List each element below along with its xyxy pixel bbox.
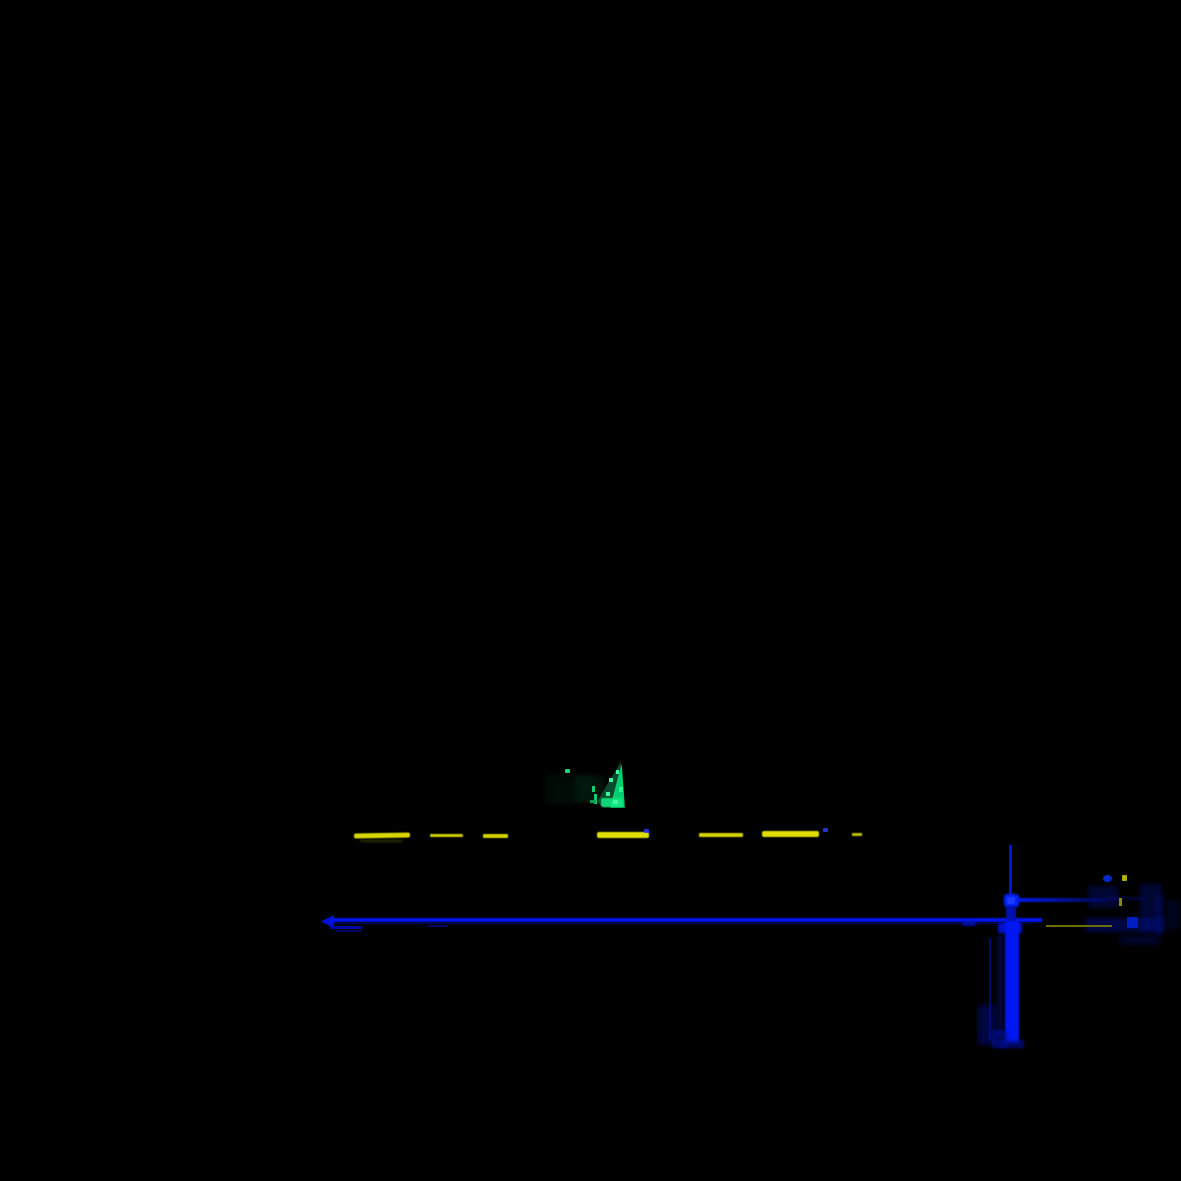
blue-mast-thin	[1009, 845, 1012, 898]
blue-line-blob	[962, 921, 976, 926]
blue-speck-b	[823, 828, 828, 832]
blue-bar-bottom-noise	[1000, 1040, 1024, 1048]
blue-mast-mid	[1006, 906, 1016, 922]
blue-reflection-bar	[1005, 921, 1019, 1043]
green-speckle-1	[609, 778, 613, 782]
blue-sub-line-2	[336, 930, 362, 932]
yellow-dash-1	[353, 832, 411, 839]
dark-foliage-patch	[545, 774, 593, 804]
noise-cluster-b	[1140, 884, 1162, 932]
right-edge-smudge	[1165, 900, 1179, 930]
blue-knot-core	[1007, 897, 1015, 904]
blue-sub-line-3	[428, 925, 448, 927]
yellow-dash-1-smear	[360, 840, 402, 842]
blue-oval-light	[1103, 875, 1112, 882]
green-speckle-3	[606, 792, 610, 796]
yellow-dot-right	[1122, 875, 1127, 881]
yellow-dash-4	[597, 832, 649, 838]
yellow-tick-right	[1119, 898, 1122, 906]
bright-blue-square	[1127, 917, 1138, 928]
blue-fringe-blob-1	[978, 1005, 996, 1045]
green-mark-small-1	[592, 786, 595, 792]
green-mark-small-2	[594, 794, 597, 804]
yellow-dash-6	[762, 831, 819, 837]
blue-speck-a	[644, 829, 649, 833]
noise-cluster-e	[1120, 935, 1160, 945]
blue-sub-line-1	[330, 926, 362, 929]
blue-bar-fringe-left	[997, 935, 1003, 1035]
blue-main-line	[330, 918, 1042, 922]
blue-main-underline	[333, 923, 1033, 924]
yellow-dash-5	[699, 833, 743, 837]
blue-junction-noise	[998, 923, 1022, 933]
blue-fringe-blob-2	[992, 1030, 1008, 1048]
yellow-dash-7	[852, 833, 862, 836]
green-sail-body	[597, 762, 624, 808]
blue-h-line-right-faint	[1106, 897, 1146, 900]
green-speckle-5	[619, 787, 623, 792]
yellow-underline-right	[1046, 925, 1112, 927]
green-speckle-4	[613, 800, 618, 804]
blue-thin-left-line	[989, 938, 991, 1040]
noise-cluster-a	[1088, 886, 1118, 908]
blue-knot	[1004, 894, 1019, 907]
green-sail-edge	[610, 764, 625, 808]
green-sail-foot	[601, 798, 623, 807]
green-dot-left	[565, 769, 570, 773]
yellow-dash-2	[430, 834, 463, 837]
noise-cluster-d	[1155, 895, 1163, 935]
green-mark-small-3	[590, 800, 596, 803]
yellow-dash-3	[483, 834, 508, 838]
blue-line-arrowhead	[321, 915, 334, 928]
noise-cluster-c	[1086, 918, 1164, 932]
dark-foliage-patch-2	[575, 776, 605, 802]
green-speckle-2	[616, 770, 619, 774]
blue-h-line-right	[1018, 898, 1106, 902]
